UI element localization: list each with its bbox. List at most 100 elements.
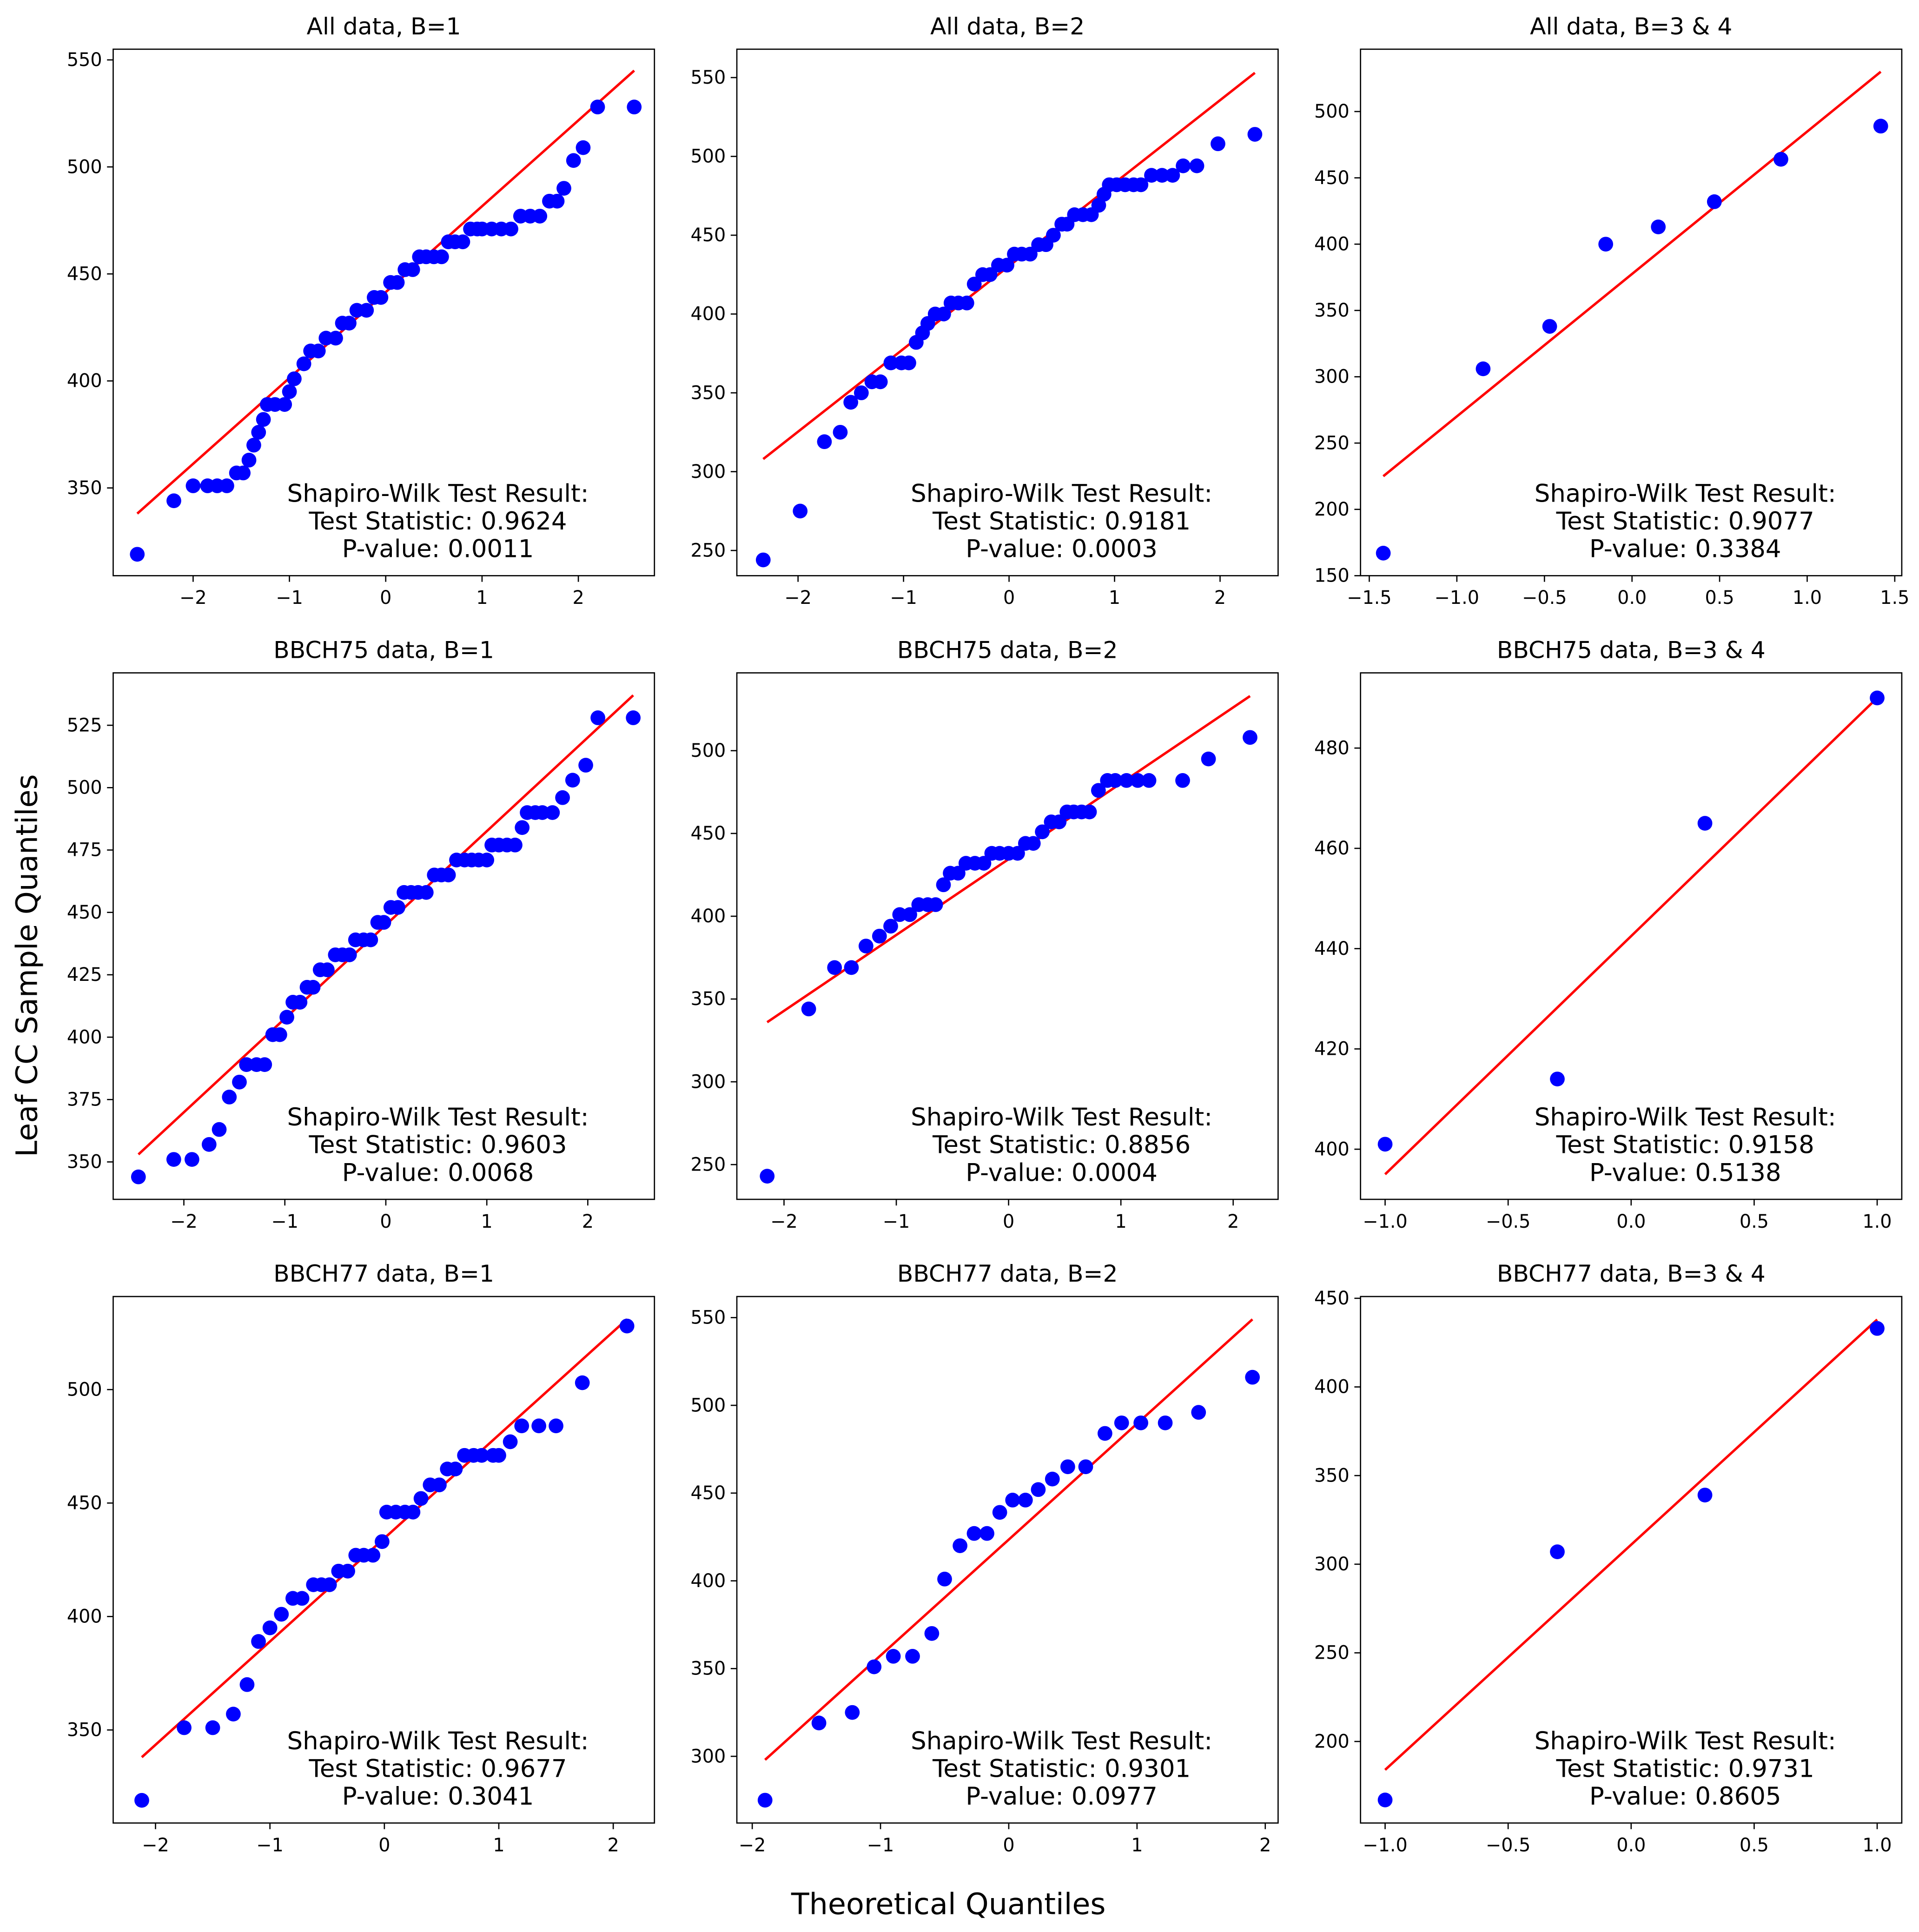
x-tick-label: 2: [1214, 587, 1226, 609]
y-tick-label: 550: [690, 67, 726, 88]
data-point: [902, 907, 917, 922]
data-point: [441, 867, 456, 883]
data-point: [867, 1659, 882, 1674]
data-point: [219, 478, 234, 493]
data-point: [1376, 546, 1391, 561]
data-point: [365, 1548, 381, 1563]
data-point: [886, 1649, 901, 1664]
fit-line: [1382, 71, 1882, 477]
data-point: [305, 979, 321, 995]
data-point: [342, 947, 357, 962]
data-point: [1046, 228, 1061, 243]
data-point: [976, 856, 992, 871]
data-point: [185, 478, 201, 493]
y-tick-label: 500: [67, 1379, 102, 1400]
x-tick-label: 2: [572, 587, 584, 609]
data-point: [549, 193, 565, 209]
x-tick-label: 1: [1109, 587, 1120, 609]
y-tick-label: 350: [690, 382, 726, 404]
data-point: [757, 1793, 773, 1808]
annotation: P-value: 0.0977: [966, 1782, 1158, 1811]
x-tick-label: −2: [739, 1834, 766, 1856]
data-point: [177, 1720, 192, 1735]
y-tick-label: 300: [1314, 366, 1350, 388]
data-point: [205, 1720, 220, 1735]
data-point: [491, 1448, 506, 1463]
data-point: [1018, 1493, 1033, 1508]
data-point: [755, 552, 771, 568]
data-point: [843, 395, 859, 410]
data-point: [432, 1477, 447, 1493]
axes-frame: [1360, 48, 1903, 576]
data-point: [1098, 1426, 1112, 1441]
x-tick-label: 2: [582, 1211, 594, 1232]
y-tick-label: 350: [690, 1658, 726, 1680]
data-point: [827, 960, 842, 975]
data-point: [515, 820, 530, 835]
annotation: P-value: 0.3384: [1589, 535, 1781, 563]
axes-frame: [736, 672, 1279, 1200]
data-point: [294, 1591, 310, 1606]
y-tick-label: 525: [67, 715, 102, 736]
x-tick-label: 1: [476, 587, 488, 609]
data-point: [390, 275, 405, 290]
data-point: [905, 1649, 920, 1664]
subplot: All data, B=3 & 4 −1.5 −1.0 −0.5 0.0 0.5 1.0 1.…: [1314, 13, 1909, 609]
y-tick-label: 480: [1314, 737, 1350, 759]
data-point: [1133, 1415, 1149, 1430]
y-tick-label: 250: [690, 1154, 726, 1175]
data-point: [1598, 237, 1614, 252]
y-tick-label: 450: [67, 902, 102, 923]
data-point: [545, 805, 560, 820]
subplot-title: All data, B=2: [930, 13, 1085, 40]
data-point: [239, 1677, 255, 1692]
annotation: P-value: 0.0004: [966, 1158, 1158, 1187]
subplot-title: BBCH75 data, B=2: [897, 636, 1118, 664]
data-point: [246, 437, 261, 453]
annotation: Shapiro-Wilk Test Result:: [1535, 1727, 1836, 1755]
y-tick-label: 500: [690, 146, 726, 167]
data-point: [282, 384, 297, 399]
subplot-title: BBCH77 data, B=3 & 4: [1497, 1260, 1766, 1287]
subplot-title: All data, B=3 & 4: [1530, 13, 1732, 40]
y-tick-label: 350: [67, 1720, 102, 1741]
y-tick-label: 460: [1314, 838, 1350, 859]
y-tick-label: 400: [1314, 1376, 1350, 1398]
annotation: Test Statistic: 0.9158: [1556, 1131, 1814, 1159]
data-point: [363, 932, 378, 947]
x-tick-label: 2: [608, 1834, 619, 1856]
data-point: [274, 1607, 289, 1622]
annotation: Shapiro-Wilk Test Result:: [287, 1727, 589, 1755]
y-tick-label: 500: [67, 777, 102, 799]
data-point: [130, 547, 145, 562]
annotation: P-value: 0.0011: [342, 535, 534, 563]
data-point: [1870, 1321, 1885, 1336]
subplot: All data, B=2 −2 −1 0 1 2 250 300 350 400 450 500 55…: [690, 13, 1279, 609]
data-point: [1245, 1370, 1260, 1385]
data-point: [1023, 246, 1038, 262]
annotation: Shapiro-Wilk Test Result:: [911, 1727, 1212, 1755]
x-tick-label: 1.0: [1793, 587, 1822, 609]
data-point: [966, 277, 982, 291]
subplot-title: All data, B=1: [307, 13, 461, 40]
data-point: [1211, 136, 1225, 152]
data-point: [578, 758, 593, 773]
data-point: [131, 1169, 146, 1184]
data-point: [936, 877, 951, 893]
data-point: [262, 1620, 278, 1635]
y-tick-label: 420: [1314, 1039, 1350, 1060]
y-tick-label: 350: [67, 1151, 102, 1173]
data-point: [953, 1538, 967, 1553]
data-point: [535, 805, 550, 820]
y-tick-label: 300: [1314, 1554, 1350, 1575]
data-point: [1035, 824, 1050, 840]
y-tick-label: 350: [67, 477, 102, 499]
data-point: [201, 1137, 217, 1152]
annotation: Shapiro-Wilk Test Result:: [911, 480, 1212, 508]
y-tick-label: 500: [1314, 101, 1350, 122]
annotation: Shapiro-Wilk Test Result:: [1535, 480, 1836, 508]
annotation: Test Statistic: 0.9731: [1556, 1754, 1814, 1783]
annotation: Test Statistic: 0.9624: [309, 507, 567, 536]
data-point: [590, 99, 605, 115]
